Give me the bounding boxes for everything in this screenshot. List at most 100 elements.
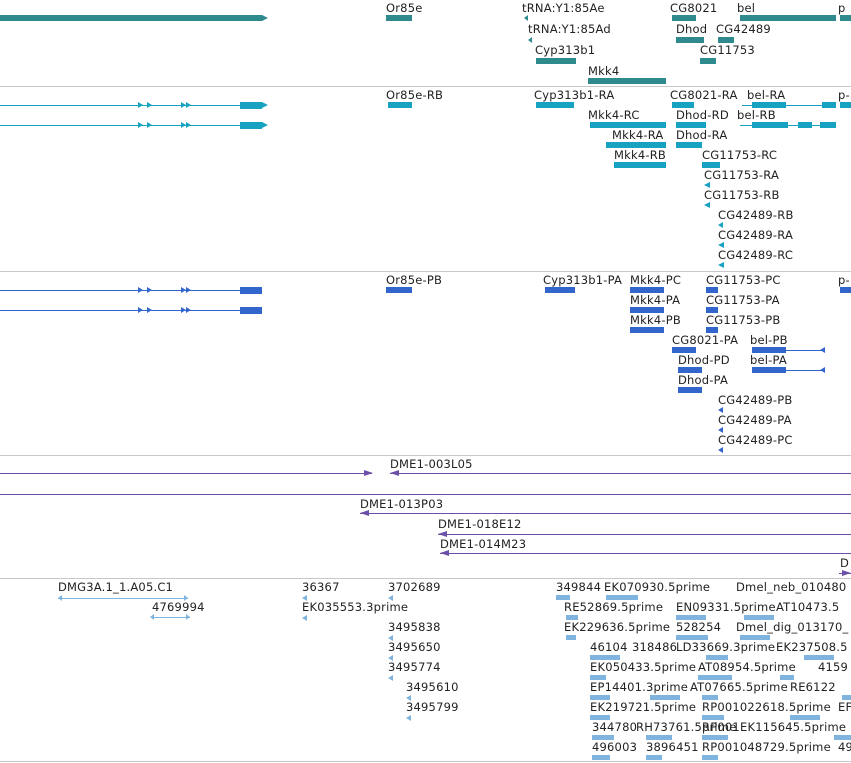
est-block[interactable] xyxy=(698,675,732,680)
clone-line[interactable] xyxy=(0,494,851,495)
est-block[interactable] xyxy=(590,655,620,660)
clone-label[interactable]: D xyxy=(840,556,850,570)
gene-label[interactable]: CG42489 xyxy=(716,22,771,36)
gene-feature[interactable] xyxy=(536,58,576,64)
clone-label[interactable]: DME1-003L05 xyxy=(390,457,473,471)
protein-block[interactable] xyxy=(386,287,412,293)
est-block[interactable] xyxy=(804,655,834,660)
est-label[interactable]: 3495838 xyxy=(388,620,441,634)
gene-label[interactable]: Cyp313b1 xyxy=(535,43,596,57)
gene-label[interactable]: tRNA:Y1:85Ad xyxy=(528,22,611,36)
est-label[interactable]: AT07665.5prime xyxy=(690,680,788,694)
transcript-exon[interactable] xyxy=(388,102,412,108)
clone-label[interactable]: DME1-018E12 xyxy=(438,517,522,531)
est-label[interactable]: EN09331.5prime xyxy=(676,600,776,614)
est-line[interactable] xyxy=(58,598,188,599)
est-label[interactable]: RE52869.5prime xyxy=(564,600,664,614)
protein-block[interactable] xyxy=(545,287,575,293)
est-label[interactable]: 49 xyxy=(838,740,851,754)
est-block[interactable] xyxy=(842,695,851,700)
est-block[interactable] xyxy=(590,675,606,680)
est-label[interactable]: 349844 xyxy=(556,580,602,594)
est-label[interactable]: 36367 xyxy=(302,580,340,594)
protein-label[interactable]: p- xyxy=(838,273,850,287)
est-label[interactable]: EK050433.5prime xyxy=(590,660,697,674)
transcript-label[interactable]: Dhod-RD xyxy=(676,108,729,122)
est-label[interactable]: 3702689 xyxy=(388,580,441,594)
est-label[interactable]: 3896451 xyxy=(646,740,699,754)
clone-line[interactable] xyxy=(360,513,851,514)
est-label[interactable]: 46104 xyxy=(590,640,628,654)
clone-line[interactable] xyxy=(440,553,851,554)
clone-line[interactable] xyxy=(438,534,851,535)
transcript-exon[interactable] xyxy=(676,122,706,128)
protein-label[interactable]: CG8021-PA xyxy=(672,333,739,347)
transcript-label[interactable]: bel-RA xyxy=(747,88,786,102)
est-block[interactable] xyxy=(556,595,570,600)
est-label[interactable]: EK229636.5prime xyxy=(564,620,671,634)
gene-label[interactable]: Dhod xyxy=(676,22,708,36)
est-block[interactable] xyxy=(744,615,774,620)
est-block[interactable] xyxy=(706,655,728,660)
gene-label[interactable]: CG11753 xyxy=(700,43,755,57)
protein-block[interactable] xyxy=(752,347,786,353)
protein-label[interactable]: bel-PB xyxy=(750,333,788,347)
gene-feature[interactable] xyxy=(386,15,412,21)
est-label[interactable]: AT10473.5 xyxy=(776,600,840,614)
est-block[interactable] xyxy=(702,755,718,760)
protein-block[interactable] xyxy=(706,307,718,313)
transcript-exon[interactable] xyxy=(840,102,851,108)
protein-label[interactable]: Mkk4-PB xyxy=(630,313,681,327)
protein-label[interactable]: CG11753-PA xyxy=(706,293,780,307)
est-label[interactable]: EF xyxy=(838,700,851,714)
protein-label[interactable]: Or85e-PB xyxy=(386,273,443,287)
gene-label[interactable]: Mkk4 xyxy=(588,64,620,78)
transcript-exon[interactable] xyxy=(798,122,812,128)
transcript-label[interactable]: bel-RB xyxy=(737,108,776,122)
est-label[interactable]: Dmel_neb_010480 xyxy=(736,580,847,594)
est-label[interactable]: 528254 xyxy=(676,620,722,634)
transcript-exon[interactable] xyxy=(606,142,666,148)
transcript-exon[interactable] xyxy=(822,102,836,108)
est-label[interactable]: 4769994 xyxy=(152,600,205,614)
transcript-label[interactable]: CG8021-RA xyxy=(670,88,738,102)
protein-block[interactable] xyxy=(752,367,786,373)
clone-line[interactable] xyxy=(390,473,851,474)
protein-block[interactable] xyxy=(240,287,262,294)
est-block[interactable] xyxy=(790,715,820,720)
transcript-label[interactable]: Cyp313b1-RA xyxy=(534,88,615,102)
transcript-exon[interactable] xyxy=(702,162,720,168)
est-block[interactable] xyxy=(740,635,770,640)
est-label[interactable]: EK237508.5 xyxy=(776,640,848,654)
protein-block[interactable] xyxy=(678,387,702,393)
transcript-label[interactable]: Mkk4-RA xyxy=(612,128,664,142)
est-block[interactable] xyxy=(676,635,708,640)
est-block[interactable] xyxy=(676,615,706,620)
gene-label[interactable]: Or85e xyxy=(386,1,423,15)
protein-block[interactable] xyxy=(630,327,664,333)
est-label[interactable]: EK115645.5prime xyxy=(740,720,847,734)
transcript-label[interactable]: CG42489-RC xyxy=(718,248,794,262)
protein-block[interactable] xyxy=(706,327,718,333)
est-block[interactable] xyxy=(590,715,610,720)
transcript-label[interactable]: CG11753-RB xyxy=(704,188,780,202)
clone-line[interactable] xyxy=(0,473,372,474)
gene-feature[interactable] xyxy=(0,15,262,21)
protein-label[interactable]: CG42489-PB xyxy=(718,393,793,407)
est-block[interactable] xyxy=(834,735,851,740)
transcript-exon[interactable] xyxy=(752,102,786,108)
transcript-label[interactable]: Mkk4-RC xyxy=(588,108,640,122)
protein-label[interactable]: Dhod-PD xyxy=(678,353,730,367)
gene-label[interactable]: tRNA:Y1:85Ae xyxy=(522,1,605,15)
est-block[interactable] xyxy=(566,615,578,620)
gene-feature[interactable] xyxy=(676,37,704,43)
est-label[interactable]: RP001 xyxy=(702,720,740,734)
protein-block[interactable] xyxy=(706,287,718,293)
gene-label[interactable]: p xyxy=(838,1,846,15)
protein-label[interactable]: CG11753-PB xyxy=(706,313,781,327)
est-block[interactable] xyxy=(780,675,794,680)
est-label[interactable]: RP001048729.5prime xyxy=(702,740,831,754)
clone-label[interactable]: DME1-014M23 xyxy=(440,537,527,551)
est-label[interactable]: Dmel_dig_013170_ xyxy=(736,620,849,634)
clone-label[interactable]: DME1-013P03 xyxy=(360,497,444,511)
